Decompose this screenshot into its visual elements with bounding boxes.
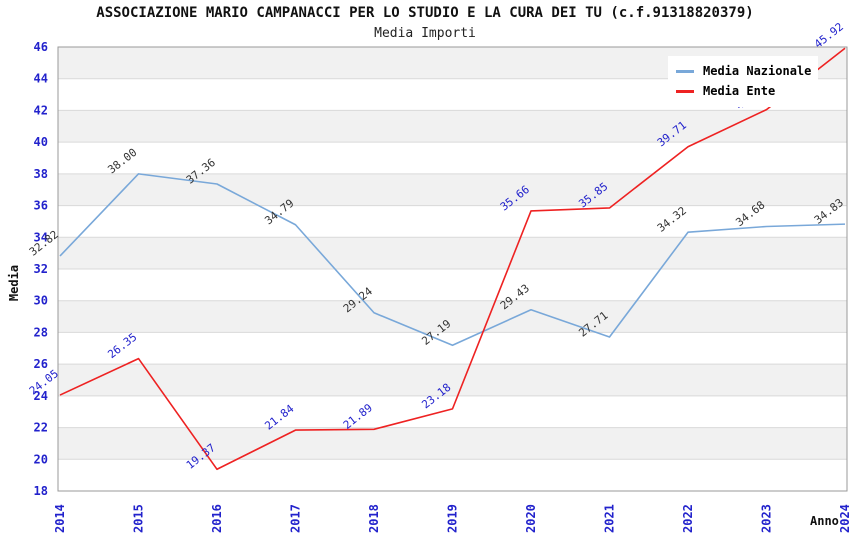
y-tick-label: 44 [34, 72, 48, 86]
legend-item-media-ente: Media Ente [676, 81, 810, 101]
plot-stripe [58, 364, 847, 396]
y-tick-label: 22 [34, 421, 48, 435]
plot-stripe [58, 110, 847, 143]
chart-subtitle: Media Importi [374, 26, 476, 41]
plot-stripe [58, 269, 847, 301]
y-tick-label: 18 [34, 484, 48, 498]
plot-stripe [58, 395, 847, 428]
x-tick-label: 2019 [446, 504, 460, 533]
legend-item-media-nazionale: Media Nazionale [676, 61, 812, 81]
x-tick-label: 2023 [760, 504, 774, 533]
chart-title: ASSOCIAZIONE MARIO CAMPANACCI PER LO STU… [96, 5, 754, 21]
legend-swatch-blue-line [676, 69, 694, 73]
x-tick-label: 2020 [524, 504, 538, 533]
series-line-media-nazionale [59, 173, 846, 347]
y-tick-label: 26 [34, 357, 48, 371]
x-tick-label: 2016 [210, 504, 224, 533]
y-tick-label: 40 [34, 135, 48, 149]
x-tick-label: 2017 [289, 504, 303, 533]
y-tick-label: 30 [34, 294, 48, 308]
y-tick-label: 42 [34, 103, 48, 117]
plot-stripe [58, 205, 847, 238]
y-axis-title: Media [7, 264, 21, 302]
x-tick-label: 2015 [132, 504, 146, 533]
y-tick-label: 38 [34, 167, 48, 181]
x-tick-label: 2021 [603, 504, 617, 533]
legend-label: Media Ente [703, 84, 776, 98]
plot-stripe [58, 237, 847, 269]
legend-swatch-red-line [676, 89, 694, 93]
value-label: 45.92 [812, 20, 846, 51]
plot-stripe [58, 142, 847, 174]
plot-stripe [58, 427, 847, 460]
x-axis-title: Anno [810, 514, 839, 528]
plot-stripe [58, 332, 847, 365]
y-tick-label: 36 [34, 199, 48, 213]
plot-stripe [58, 459, 847, 491]
legend: Media Nazionale Media Ente [668, 56, 818, 107]
y-tick-label: 28 [34, 325, 48, 339]
x-tick-label: 2022 [681, 504, 695, 533]
series-line-media-ente [59, 47, 846, 471]
y-tick-label: 46 [34, 40, 48, 54]
y-tick-label: 32 [34, 262, 48, 276]
plot-border [57, 46, 848, 492]
y-tick-label: 34 [34, 230, 48, 244]
y-tick-label: 20 [34, 452, 48, 466]
plot-stripe [58, 173, 847, 206]
plot-stripe [58, 300, 847, 333]
x-tick-label: 2014 [53, 504, 67, 533]
y-tick-label: 24 [34, 389, 48, 403]
x-tick-label: 2024 [838, 504, 850, 533]
legend-label: Media Nazionale [703, 64, 812, 78]
x-tick-label: 2018 [367, 504, 381, 533]
